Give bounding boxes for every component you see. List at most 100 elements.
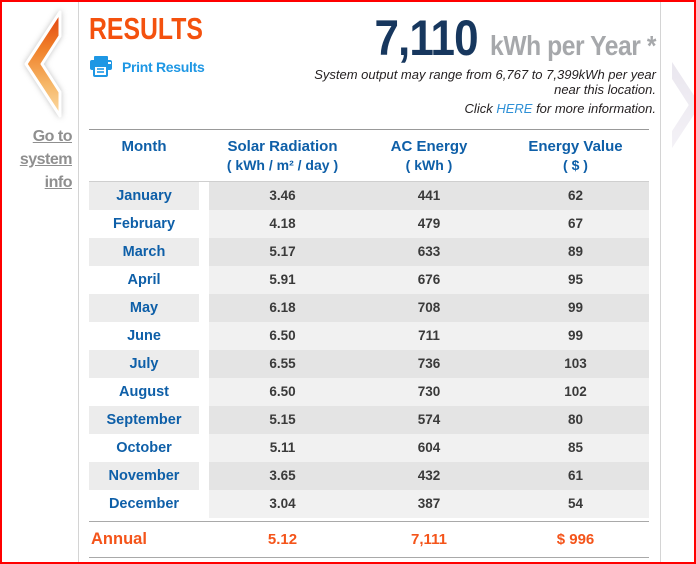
month-cell: August: [89, 378, 199, 406]
energy-value-cell: 85: [502, 434, 649, 462]
column-gap: [199, 294, 209, 322]
print-results-label: Print Results: [122, 59, 205, 75]
solar-radiation-cell: 6.50: [209, 322, 356, 350]
table-row: August 6.50 730 102: [89, 378, 649, 406]
more-info-suffix: for more information.: [532, 101, 656, 116]
back-chevron-icon[interactable]: [16, 9, 64, 119]
ac-energy-cell: 574: [356, 406, 502, 434]
table-row: March 5.17 633 89: [89, 238, 649, 266]
column-gap: [199, 210, 209, 238]
solar-radiation-cell: 5.15: [209, 406, 356, 434]
goto-link-line3[interactable]: info: [44, 174, 73, 191]
month-cell: January: [89, 182, 199, 210]
energy-value-cell: 67: [502, 210, 649, 238]
month-cell: February: [89, 210, 199, 238]
results-header: RESULTS Print Results 7,110: [89, 11, 659, 117]
goto-link-line1[interactable]: Go to: [32, 128, 73, 145]
annual-output-unit: kWh per Year *: [490, 30, 656, 61]
goto-link-line2[interactable]: system: [19, 151, 73, 168]
main-content: RESULTS Print Results 7,110: [80, 2, 659, 562]
month-cell: March: [89, 238, 199, 266]
energy-value-cell: 54: [502, 490, 649, 518]
print-results-button[interactable]: Print Results: [89, 56, 301, 78]
goto-system-info: Go to system info: [2, 125, 78, 194]
ac-energy-cell: 711: [356, 322, 502, 350]
solar-radiation-cell: 6.55: [209, 350, 356, 378]
more-info-prefix: Click: [464, 101, 497, 116]
month-cell: September: [89, 406, 199, 434]
table-row: October 5.11 604 85: [89, 434, 649, 462]
ac-energy-cell: 604: [356, 434, 502, 462]
column-gap: [199, 322, 209, 350]
annual-label: Annual: [91, 530, 147, 548]
column-gap: [199, 266, 209, 294]
more-info-line: Click HERE for more information.: [301, 101, 656, 116]
solar-radiation-cell: 3.46: [209, 182, 356, 210]
here-link[interactable]: HERE: [496, 101, 533, 116]
ac-energy-cell: 708: [356, 294, 502, 322]
energy-value-cell: 61: [502, 462, 649, 490]
column-gap: [199, 406, 209, 434]
forward-chevron-icon[interactable]: [667, 44, 694, 166]
column-gap: [199, 462, 209, 490]
solar-radiation-cell: 6.50: [209, 378, 356, 406]
monthly-results-table: Month Solar Radiation ( kWh / m² / day )…: [89, 129, 649, 558]
energy-value-cell: 95: [502, 266, 649, 294]
ac-energy-cell: 441: [356, 182, 502, 210]
table-row: June 6.50 711 99: [89, 322, 649, 350]
page-title: RESULTS: [89, 11, 203, 46]
month-cell: December: [89, 490, 199, 518]
ac-energy-cell: 479: [356, 210, 502, 238]
column-header-month: Month: [121, 138, 167, 155]
table-row: September 5.15 574 80: [89, 406, 649, 434]
solar-radiation-cell: 4.18: [209, 210, 356, 238]
month-cell: June: [89, 322, 199, 350]
annual-energy-value: $ 996: [556, 531, 595, 548]
annual-output: 7,110 kWh per Year *: [344, 12, 656, 64]
energy-value-cell: 89: [502, 238, 649, 266]
energy-value-cell: 99: [502, 322, 649, 350]
column-header-ac-energy: AC Energy ( kWh ): [390, 138, 468, 173]
column-gap: [199, 434, 209, 462]
solar-radiation-cell: 6.18: [209, 294, 356, 322]
table-body: January 3.46 441 62 February 4.18 479 67…: [89, 181, 649, 518]
solar-radiation-cell: 5.17: [209, 238, 356, 266]
solar-radiation-cell: 5.91: [209, 266, 356, 294]
energy-value-cell: 99: [502, 294, 649, 322]
table-row: May 6.18 708 99: [89, 294, 649, 322]
column-gap: [199, 490, 209, 518]
solar-radiation-cell: 3.04: [209, 490, 356, 518]
month-cell: May: [89, 294, 199, 322]
column-gap: [199, 238, 209, 266]
column-gap: [199, 350, 209, 378]
month-cell: November: [89, 462, 199, 490]
annual-output-value: 7,110: [374, 10, 478, 66]
annual-solar-value: 5.12: [267, 531, 298, 548]
annual-ac-value: 7,111: [411, 531, 447, 548]
month-cell: October: [89, 434, 199, 462]
ac-energy-cell: 676: [356, 266, 502, 294]
month-cell: April: [89, 266, 199, 294]
left-sidebar: Go to system info: [2, 2, 79, 562]
table-row: November 3.65 432 61: [89, 462, 649, 490]
column-header-solar-radiation: Solar Radiation ( kWh / m² / day ): [226, 138, 339, 173]
month-cell: July: [89, 350, 199, 378]
ac-energy-cell: 736: [356, 350, 502, 378]
table-row: April 5.91 676 95: [89, 266, 649, 294]
energy-value-cell: 80: [502, 406, 649, 434]
table-row: December 3.04 387 54: [89, 490, 649, 518]
solar-radiation-cell: 5.11: [209, 434, 356, 462]
output-range-note: System output may range from 6,767 to 7,…: [314, 67, 656, 97]
table-row: January 3.46 441 62: [89, 182, 649, 210]
right-sidebar: [660, 2, 694, 562]
energy-value-cell: 62: [502, 182, 649, 210]
annual-summary-row: Annual 5.12 7,111 $ 996: [89, 521, 649, 558]
ac-energy-cell: 633: [356, 238, 502, 266]
column-gap: [199, 182, 209, 210]
table-header-row: Month Solar Radiation ( kWh / m² / day )…: [89, 129, 649, 181]
printer-icon: [90, 56, 112, 77]
table-row: July 6.55 736 103: [89, 350, 649, 378]
energy-value-cell: 103: [502, 350, 649, 378]
ac-energy-cell: 730: [356, 378, 502, 406]
